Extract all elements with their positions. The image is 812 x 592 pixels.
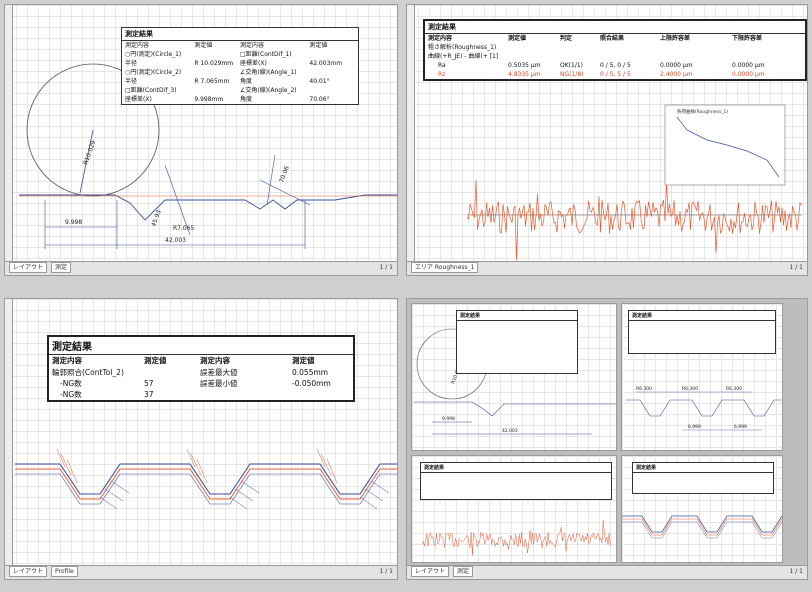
result-title: 測定結果 (122, 28, 358, 41)
dim-label: 6.999 (688, 424, 701, 430)
subview-dimensions: 9.998 42.003 R10.029 測定結果 (411, 303, 617, 451)
panel-bottom-left: 測定結果 測定内容 測定値 測定内容 測定値 輪郭照合(ContTol_2) 誤差最大値… (4, 298, 398, 580)
result-table: 測定結果 測定内容 測定値 測定内容 測定値 ○円(測定)(Circle_1) □距離… (121, 27, 359, 105)
table-row: ○円(測定)(Circle_1) □距離(ContDif_1) (125, 51, 292, 58)
result-title: 測定結果 (629, 311, 775, 321)
vertical-ruler (5, 299, 13, 565)
mini-roughness-drawing (421, 519, 612, 556)
sheet-tab-bar[interactable]: レイアウト 測定 1 / 1 (5, 261, 397, 275)
mini-result-table: 測定結果 (628, 310, 776, 354)
result-title: 測定結果 (633, 463, 773, 473)
table-row: 曲線(+R_JE) - 曲線(+ [1] (428, 53, 499, 60)
dim-label: 9.998 (442, 416, 455, 422)
table-row: ○円(測定)(Circle_2) ∠交角(線)(Angle_1) (125, 69, 297, 76)
contour-drawing (15, 448, 397, 510)
page-indicator: 1 / 1 (789, 568, 803, 575)
subview-roughness: 測定結果 (411, 455, 617, 563)
panel-bottom-right: 9.998 42.003 R10.029 測定結果 R6.300 R6.300 … (406, 298, 808, 580)
table-header: 測定内容 測定値 測定内容 測定値 (52, 356, 315, 365)
mini-contour-drawing (622, 515, 782, 539)
tab-layout[interactable]: レイアウト (9, 262, 48, 273)
table-header: 測定内容 測定値 測定内容 測定値 (125, 42, 328, 49)
panel-top-right: 負荷曲線(Roughness_1) 測定結果 測定内容 測定値 判定 照合結果 上限許容… (406, 4, 808, 276)
subview-pitch: R6.300 R6.300 R6.300 6.999 6.999 測定結果 (621, 303, 783, 451)
dim-label: R6.300 (726, 386, 742, 392)
result-table: 測定結果 測定内容 測定値 測定内容 測定値 輪郭照合(ContTol_2) 誤差最大値… (47, 335, 355, 402)
page-indicator: 1 / 1 (379, 264, 393, 271)
mini-result-table: 測定結果 (632, 462, 774, 494)
table-row: -NG数 37 (60, 390, 154, 399)
sheet-tab-bar[interactable]: レイアウト Profile 1 / 1 (5, 565, 397, 579)
dim-label: 42.003 (502, 428, 518, 434)
tab-layout[interactable]: レイアウト (9, 566, 48, 577)
table-header: 測定内容 測定値 判定 照合結果 上限許容差 下限許容差 (428, 35, 763, 42)
vertical-ruler (5, 5, 13, 261)
dim-label: R6.300 (682, 386, 698, 392)
mini-pitch-drawing: R6.300 R6.300 R6.300 6.999 6.999 (626, 386, 782, 431)
subview-contour: 測定結果 (621, 455, 783, 563)
page-indicator: 1 / 1 (789, 264, 803, 271)
page-indicator: 1 / 1 (379, 568, 393, 575)
tab-profile[interactable]: Profile (51, 566, 78, 577)
tab-layout[interactable]: レイアウト (411, 566, 450, 577)
mini-result-table: 測定結果 (456, 310, 578, 374)
sheet-tab-bar[interactable]: レイアウト 測定 1 / 1 (407, 565, 807, 579)
dim-label: R7.065 (173, 225, 195, 232)
vertical-ruler (407, 5, 415, 261)
result-table: 測定結果 測定内容 測定値 判定 照合結果 上限許容差 下限許容差 粗さ解析(Roughn… (423, 19, 807, 81)
mini-result-table: 測定結果 (420, 462, 612, 500)
sheet-tab-bar[interactable]: エリア Roughness_1 1 / 1 (407, 261, 807, 275)
dim-label: 70.06 (278, 165, 291, 184)
table-row-ng: Rz 4.8335 μm NG(1/8) 0 / 5, 5 / 5 2.4000 μm 0… (438, 71, 765, 78)
dim-label: 42.003 (165, 237, 186, 244)
tab-measure[interactable]: 測定 (51, 262, 72, 273)
table-row: -NG数 57 誤差最小値 -0.050mm (60, 379, 331, 388)
tab-measure[interactable]: 測定 (453, 566, 474, 577)
table-row: Ra 0.5035 μm OK(1/1) 0 / 5, 0 / 5 0.0000 μm 0… (438, 62, 765, 69)
roughness-drawing: 負荷曲線(Roughness_1) (466, 104, 802, 260)
table-row: 粗さ解析(Roughness_1) (428, 44, 497, 51)
panel-top-left: 9.998 42.003 R7.065 R10.029 45.93 70.06 … (4, 4, 398, 276)
table-row: 輪郭照合(ContTol_2) 誤差最大値 0.055mm (52, 368, 329, 377)
table-row: 半径 R 10.029mm 座標差(X) 42.003mm (125, 60, 343, 67)
table-row: 半径 R 7.065mm 角度 40.01° (125, 78, 330, 85)
dim-label: 9.998 (65, 219, 82, 226)
table-row: 座標差(X) 9.998mm 角度 70.06° (125, 96, 330, 103)
dim-label: R6.300 (636, 386, 652, 392)
result-title: 測定結果 (457, 311, 577, 321)
profile-drawing: 9.998 42.003 R7.065 R10.029 45.93 70.06 (19, 63, 397, 249)
table-row: □距離(ContDif_3) ∠交角(線)(Angle_2) (125, 87, 297, 94)
result-title: 測定結果 (49, 337, 353, 355)
mini-chart-title: 負荷曲線(Roughness_1) (677, 108, 728, 115)
result-title: 測定結果 (421, 463, 611, 473)
tab-roughness[interactable]: エリア Roughness_1 (411, 262, 479, 273)
dim-label: R10.029 (82, 139, 97, 165)
dim-label: 45.93 (150, 209, 163, 228)
result-title: 測定結果 (425, 21, 805, 34)
dim-label: 6.999 (734, 424, 747, 430)
